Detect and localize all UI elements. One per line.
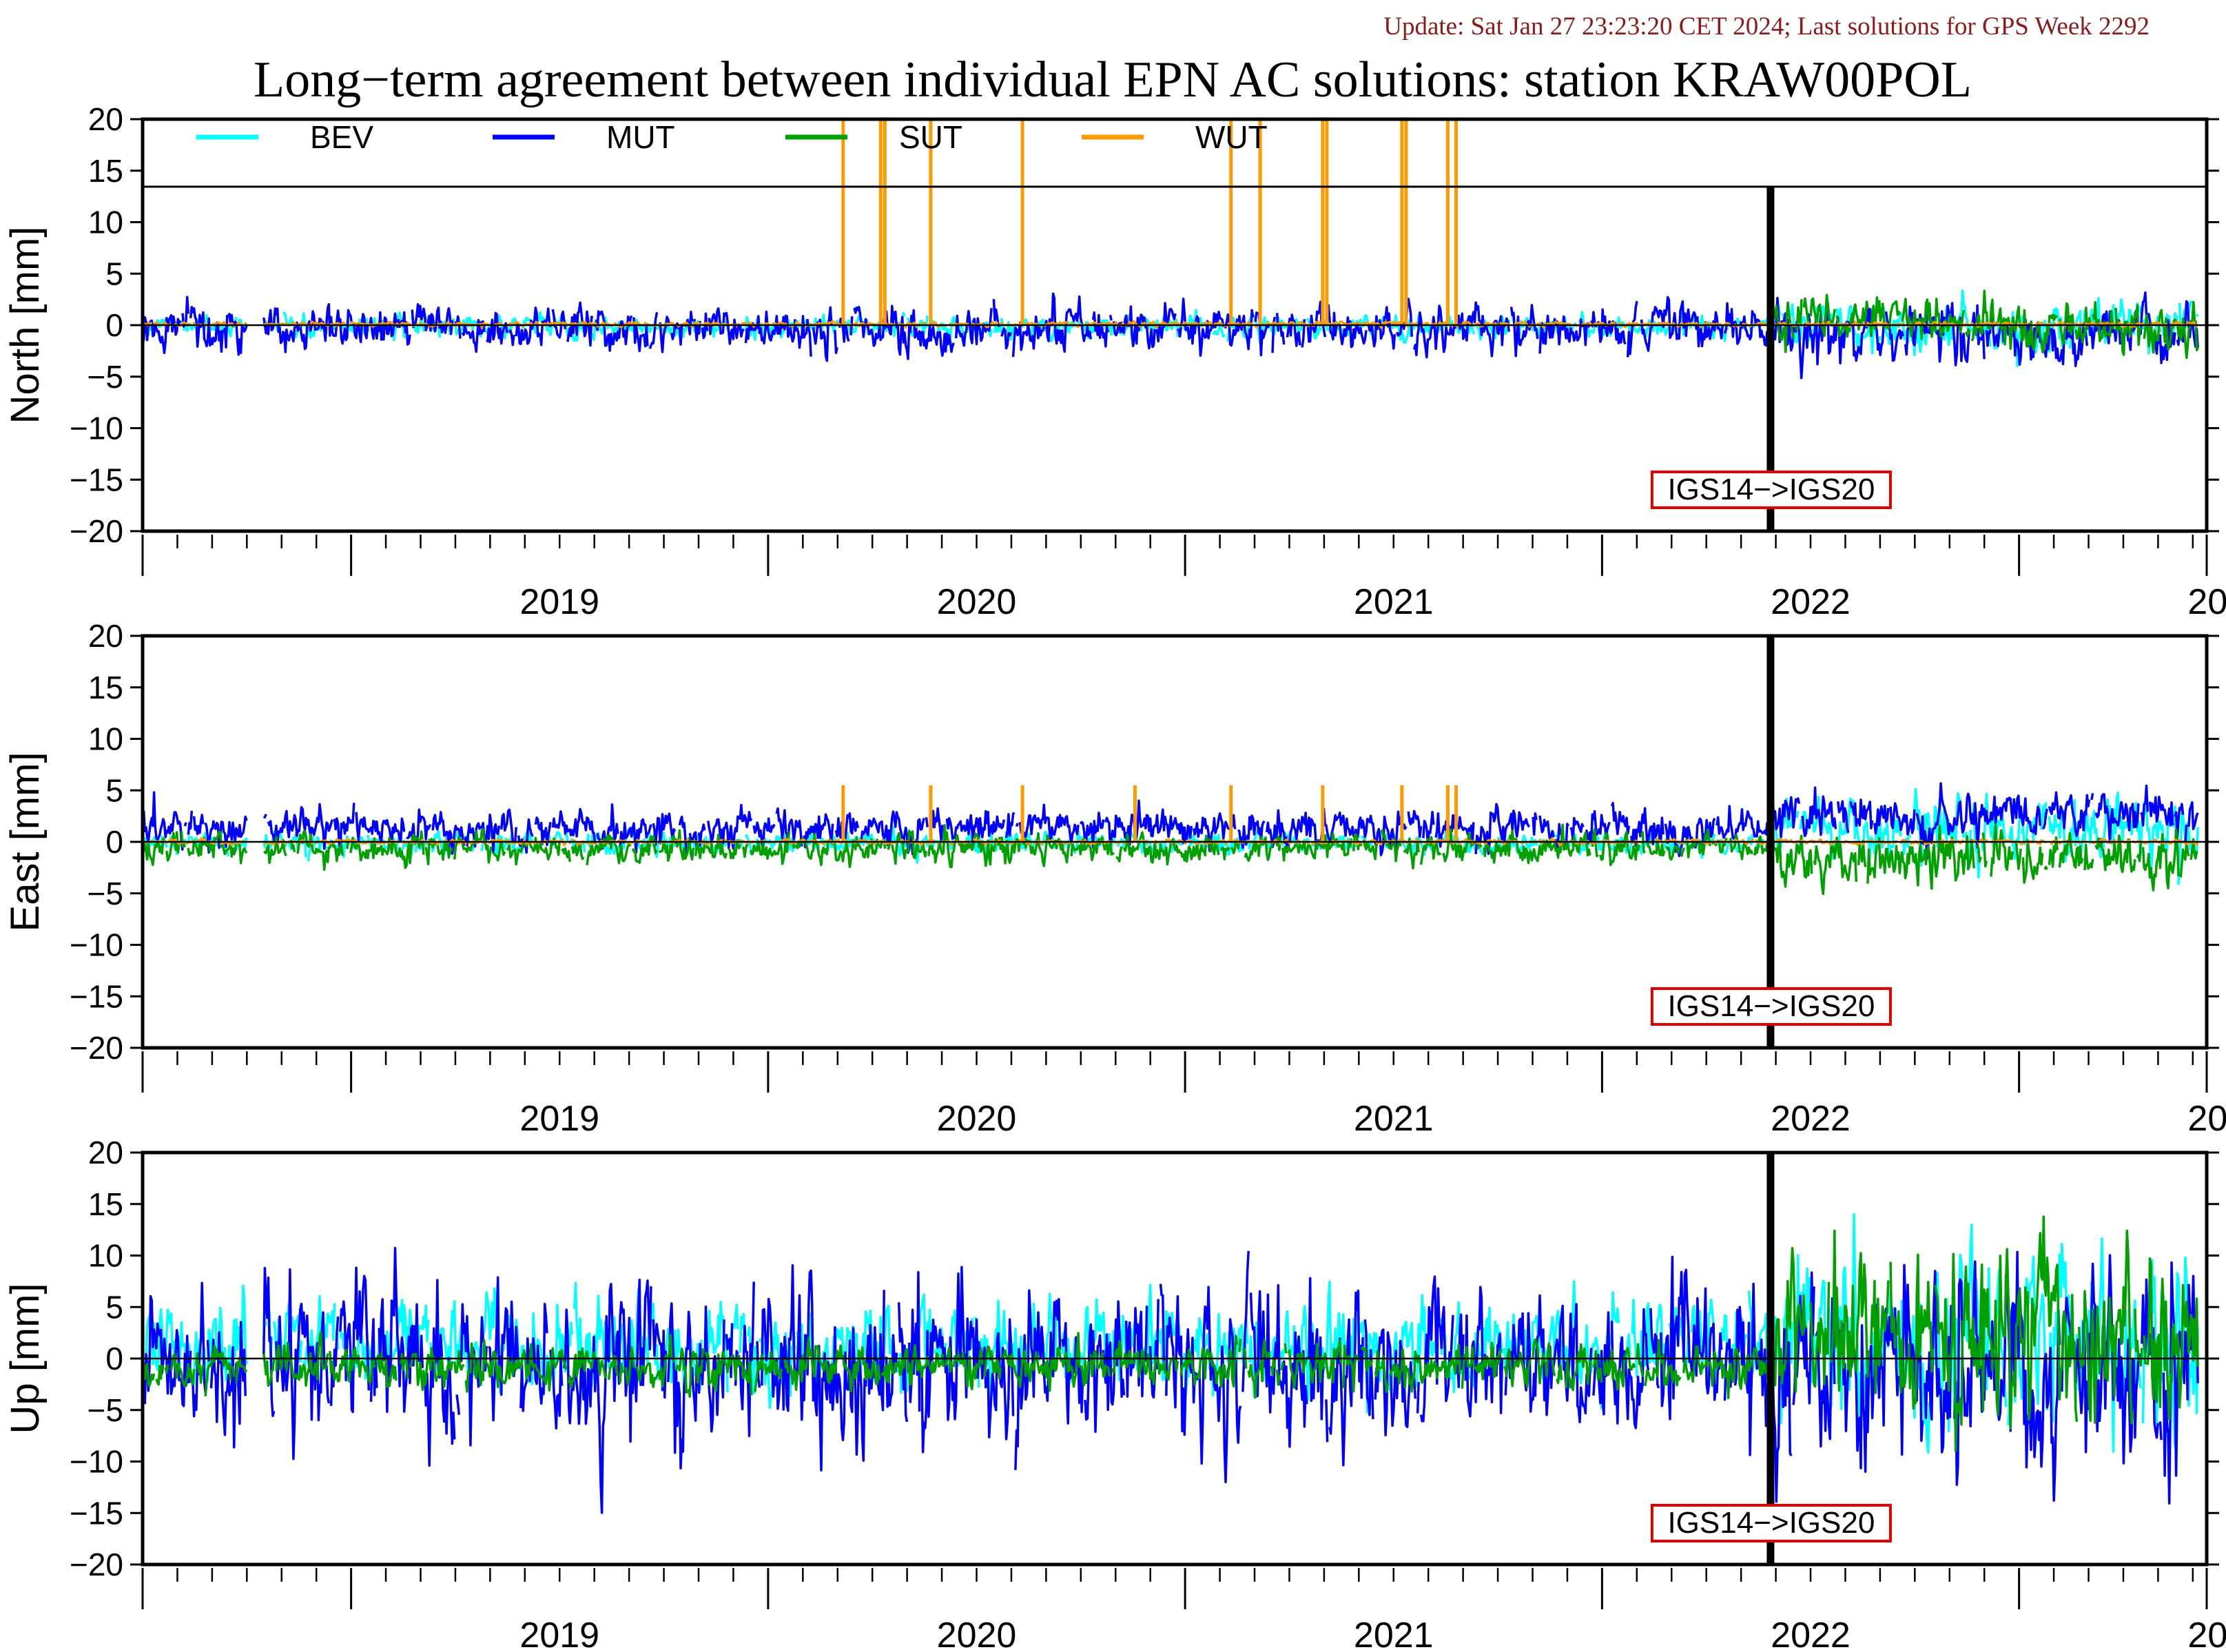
legend-background	[143, 119, 2207, 187]
y-tick-label: 0	[105, 1341, 123, 1376]
y-tick-label: −5	[87, 876, 123, 911]
x-year-label: 2023	[2187, 1099, 2226, 1139]
x-year-label: 2020	[937, 1099, 1017, 1139]
y-tick-label: 10	[88, 721, 123, 757]
x-year-label: 2022	[1771, 1615, 1851, 1652]
y-tick-label: −5	[87, 1392, 123, 1428]
legend-label-sut: SUT	[899, 119, 962, 155]
y-tick-label: 15	[88, 1186, 123, 1222]
y-axis-label: East [mm]	[3, 752, 48, 931]
legend-label-wut: WUT	[1195, 119, 1268, 155]
y-tick-label: 5	[105, 256, 123, 291]
y-tick-label: 0	[105, 824, 123, 860]
frame-change-annotation-label: IGS14−>IGS20	[1667, 1506, 1875, 1540]
frame-change-annotation-label: IGS14−>IGS20	[1667, 473, 1875, 506]
plot-area	[143, 1212, 2199, 1514]
y-tick-label: 20	[88, 101, 123, 137]
panel-east: IGS14−>IGS20 20 15 10 5 0 −5 −10 −15 −20 East [mm]…	[3, 618, 2226, 1139]
frame-change-annotation-label: IGS14−>IGS20	[1667, 989, 1875, 1023]
x-year-label: 2021	[1354, 1615, 1434, 1652]
y-tick-label: 20	[88, 618, 123, 654]
x-year-label: 2023	[2187, 582, 2226, 622]
y-tick-label: −10	[70, 411, 123, 446]
y-tick-label: −20	[70, 1547, 123, 1582]
x-year-label: 2019	[519, 1615, 599, 1652]
series-mut-line	[143, 291, 2199, 380]
y-tick-label: 20	[88, 1135, 123, 1170]
x-year-label: 2020	[937, 582, 1017, 622]
y-tick-label: 10	[88, 1238, 123, 1274]
frame-change-annotation-box	[1650, 987, 1892, 1026]
frame-change-annotation-box	[1650, 471, 1892, 509]
y-tick-label: 15	[88, 670, 123, 705]
y-tick-label: 10	[88, 205, 123, 240]
y-tick-label: 0	[105, 307, 123, 343]
y-axis-label: Up [mm]	[3, 1283, 48, 1434]
y-tick-label: −10	[70, 1444, 123, 1480]
panel-up: IGS14−>IGS20 20 15 10 5 0 −5 −10 −15 −20 Up [mm] 20…	[3, 1135, 2226, 1652]
x-year-label: 2019	[519, 582, 599, 622]
y-tick-label: −20	[70, 513, 123, 549]
y-tick-label: −15	[70, 1495, 123, 1531]
x-year-label: 2019	[519, 1099, 599, 1139]
y-tick-label: −15	[70, 462, 123, 497]
plot-area	[143, 782, 2199, 896]
legend-label-mut: MUT	[606, 119, 675, 155]
x-year-label: 2022	[1771, 582, 1851, 622]
chart-title: Long−term agreement between individual E…	[254, 52, 1972, 108]
y-tick-label: −20	[70, 1030, 123, 1066]
legend-label-bev: BEV	[310, 119, 373, 155]
x-year-label: 2021	[1354, 1099, 1434, 1139]
series-sut-line	[1771, 289, 2199, 360]
x-year-label: 2021	[1354, 582, 1434, 622]
y-tick-label: 15	[88, 153, 123, 189]
x-year-label: 2020	[937, 1615, 1017, 1652]
y-tick-label: 5	[105, 772, 123, 808]
frame-change-annotation-box	[1650, 1504, 1892, 1542]
x-year-label: 2022	[1771, 1099, 1851, 1139]
update-timestamp: Update: Sat Jan 27 23:23:20 CET 2024; La…	[1383, 12, 2150, 41]
y-tick-label: −10	[70, 927, 123, 963]
y-tick-label: −15	[70, 978, 123, 1014]
y-tick-label: −5	[87, 359, 123, 395]
panels: BEV MUT SUT WUT IGS14−>IGS20 20 15 10 5 0 −5 −10 −15…	[3, 101, 2226, 1652]
y-axis-label: North [mm]	[3, 227, 48, 424]
panel-north: BEV MUT SUT WUT IGS14−>IGS20 20 15 10 5 0 −5 −10 −15…	[3, 101, 2226, 622]
y-tick-label: 5	[105, 1289, 123, 1325]
x-year-label: 2023	[2187, 1615, 2226, 1652]
